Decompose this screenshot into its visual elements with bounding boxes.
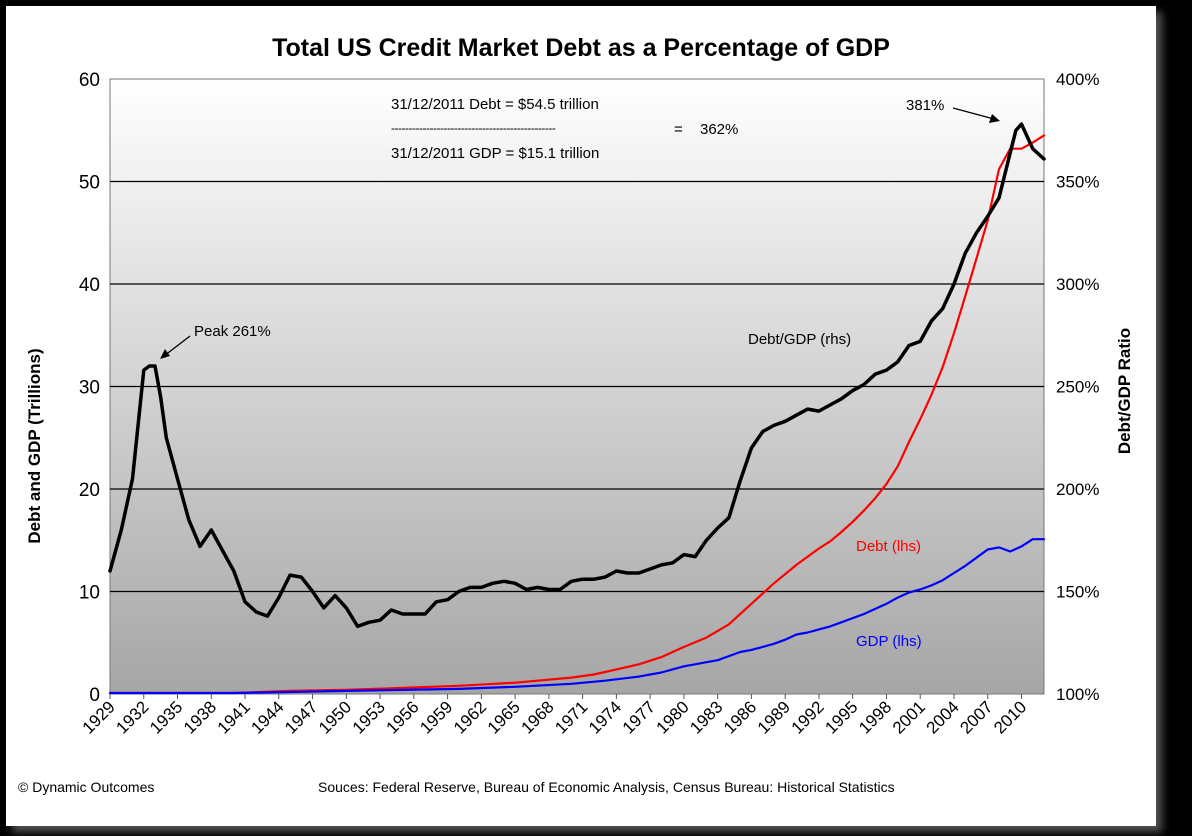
series-label-debt: Debt (lhs) [856, 538, 921, 555]
x-tick-label: 1998 [855, 697, 895, 737]
x-tick-label: 1959 [416, 697, 456, 737]
y-right-tick-label: 100% [1056, 685, 1099, 704]
series-line-debt-gdp-rhs [108, 122, 1046, 629]
annotation-debt-value: 31/12/2011 Debt = $54.5 trillion [391, 96, 599, 113]
x-tick-label: 1950 [315, 697, 355, 737]
chart-svg: Total US Credit Market Debt as a Percent… [18, 34, 1134, 795]
y-right-tick-label: 200% [1056, 480, 1099, 499]
peak-label: Peak 261% [194, 323, 271, 340]
chart-frame: Total US Credit Market Debt as a Percent… [6, 6, 1156, 826]
series-line-gdp-lhs [108, 538, 1046, 695]
x-tick-label: 2007 [956, 697, 996, 737]
x-tick-label: 1965 [484, 697, 524, 737]
x-tick-label: 2004 [923, 697, 963, 737]
x-tick-label: 1974 [585, 697, 625, 737]
y-left-tick-label: 50 [79, 173, 100, 194]
x-tick-label: 1983 [686, 697, 726, 737]
x-tick-label: 1986 [720, 697, 760, 737]
x-tick-label: 1938 [180, 697, 220, 737]
x-tick-label: 2001 [889, 697, 929, 737]
y-axis-left-ticks: 0 10 20 30 40 50 60 [79, 70, 100, 706]
y-right-tick-label: 250% [1056, 378, 1099, 397]
x-tick-label: 1929 [79, 697, 119, 737]
footer-sources: Souces: Federal Reserve, Bureau of Econo… [318, 779, 895, 795]
y-axis-right-label: Debt/GDP Ratio [1115, 328, 1134, 454]
x-tick-label: 1989 [754, 697, 794, 737]
x-tick-label: 1947 [281, 697, 321, 737]
y-right-tick-label: 400% [1056, 70, 1099, 89]
y-axis-left-label: Debt and GDP (Trillions) [25, 348, 44, 543]
y-axis-right-ticks: 100% 150% 200% 250% 300% 350% 400% [1056, 70, 1099, 704]
max-arrow-line [952, 107, 995, 120]
y-right-tick-label: 300% [1056, 275, 1099, 294]
x-axis-ticks: 1929193219351938194119441947195019531956… [79, 694, 1030, 738]
x-tick-label: 1941 [214, 697, 254, 737]
annotation-equals: = [674, 121, 683, 138]
footer-copyright: © Dynamic Outcomes [18, 779, 154, 795]
annotation-divider: ----------------------------------------… [391, 121, 556, 135]
annotation-gdp-value: 31/12/2011 GDP = $15.1 trillion [391, 145, 599, 162]
x-tick-label: 1980 [653, 697, 693, 737]
chart-title: Total US Credit Market Debt as a Percent… [272, 34, 890, 62]
y-left-tick-label: 0 [89, 685, 100, 706]
peak-arrow-line [163, 335, 191, 357]
x-tick-label: 1971 [551, 697, 591, 737]
y-left-tick-label: 30 [79, 378, 100, 399]
x-tick-label: 1944 [247, 697, 287, 737]
series-lines [108, 122, 1046, 695]
x-tick-label: 1992 [788, 697, 828, 737]
y-left-tick-label: 20 [79, 480, 100, 501]
y-right-tick-label: 350% [1056, 173, 1099, 192]
x-tick-label: 1968 [518, 697, 558, 737]
annotation-ratio-value: 362% [700, 121, 738, 138]
y-left-tick-label: 40 [79, 275, 100, 296]
gridlines [110, 180, 1044, 593]
x-tick-label: 1932 [112, 697, 152, 737]
series-label-ratio: Debt/GDP (rhs) [748, 331, 851, 348]
y-right-tick-label: 150% [1056, 583, 1099, 602]
y-left-tick-label: 10 [79, 583, 100, 604]
series-line-debt-lhs [108, 134, 1046, 695]
x-tick-label: 1995 [821, 697, 861, 737]
x-tick-label: 1953 [349, 697, 389, 737]
x-tick-label: 1962 [450, 697, 490, 737]
x-tick-label: 1977 [619, 697, 659, 737]
max-arrow-head [989, 114, 1000, 123]
x-tick-label: 2010 [990, 697, 1030, 737]
y-left-tick-label: 60 [79, 70, 100, 91]
series-label-gdp: GDP (lhs) [856, 633, 922, 650]
x-tick-label: 1956 [382, 697, 422, 737]
max-label: 381% [906, 97, 944, 114]
x-tick-label: 1935 [146, 697, 186, 737]
peak-arrow-head [160, 349, 170, 359]
